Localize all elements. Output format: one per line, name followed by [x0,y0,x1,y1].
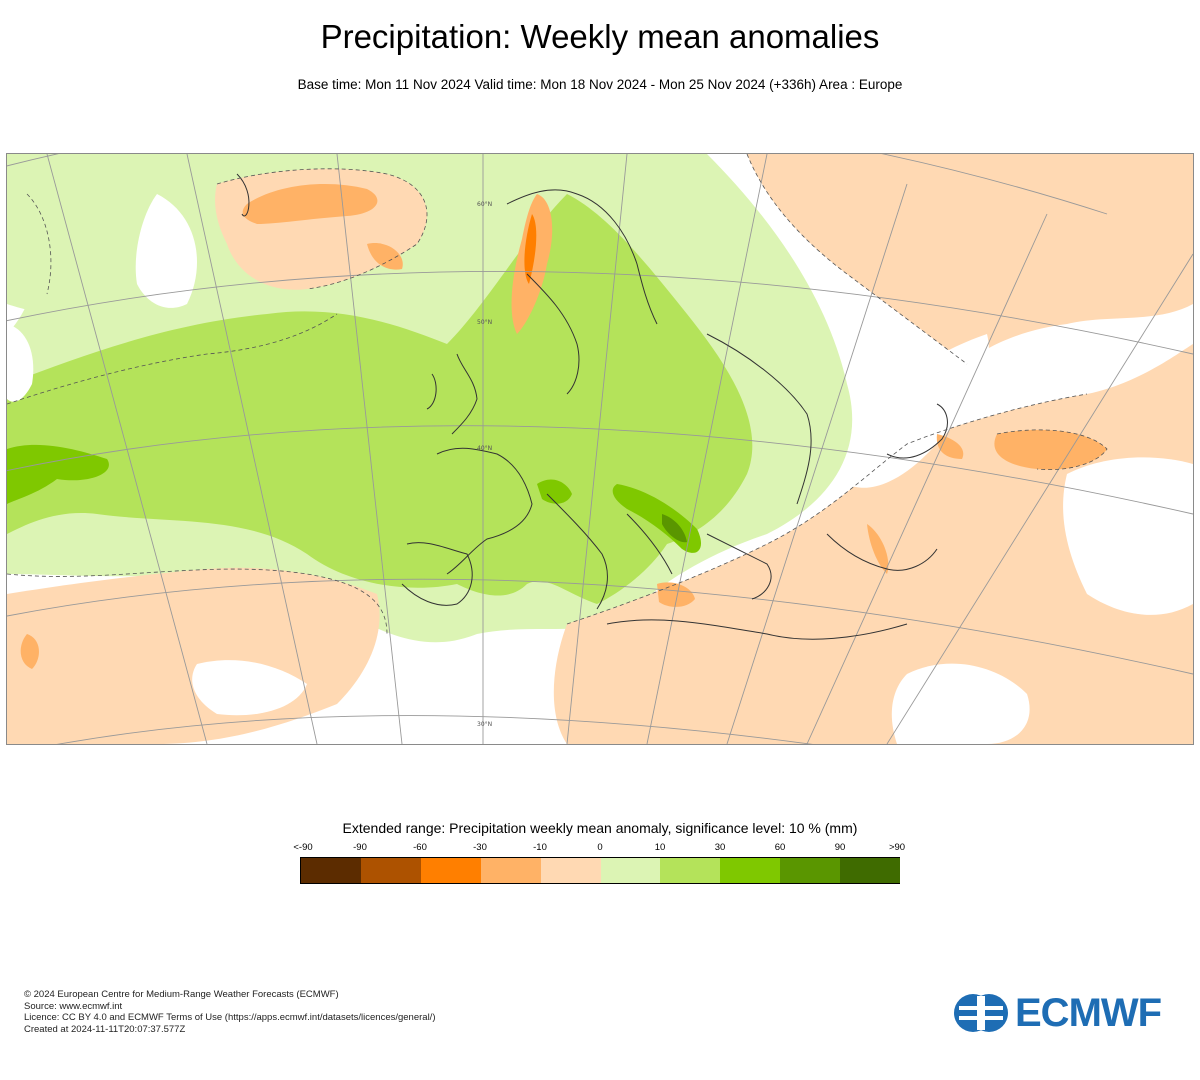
ecmwf-emblem-icon [954,994,1008,1032]
precipitation-anomaly-map: 60°N 50°N 40°N 30°N [6,153,1194,745]
map-subtitle: Base time: Mon 11 Nov 2024 Valid time: M… [297,77,903,92]
legend-tick-label: 60 [774,842,786,853]
copyright-line: © 2024 European Centre for Medium-Range … [24,989,339,1000]
legend-swatch [360,858,421,883]
legend-tick-label: <-90 [293,842,313,853]
legend-tick-label: 10 [654,842,666,853]
legend-tick-label: 30 [714,842,726,853]
legend-tick-label: -60 [413,842,427,853]
legend-swatch [420,858,481,883]
legend-swatch [840,858,901,883]
lat-label-40: 40°N [477,445,492,452]
legend-swatch [720,858,781,883]
legend-swatch [600,858,661,883]
legend-swatch [780,858,841,883]
legend-swatch [540,858,601,883]
color-legend: <-90 -90 -60 -30 -10 0 10 30 60 90 >90 [293,842,905,884]
coastlines [236,173,948,640]
significance-contours [7,154,1108,635]
map-canvas: 60°N 50°N 40°N 30°N [7,154,1193,744]
licence-line: Licence: CC BY 4.0 and ECMWF Terms of Us… [24,1012,436,1023]
ecmwf-logo: ECMWF [953,992,1181,1034]
graticule [7,154,1193,744]
legend-tick-label: 0 [597,842,603,853]
lat-label-60: 60°N [477,201,492,208]
source-line: Source: www.ecmwf.int [24,1000,123,1012]
legend-swatch [301,858,361,883]
legend-labels: <-90 -90 -60 -30 -10 0 10 30 60 90 >90 [293,842,905,856]
graticule-labels: 60°N 50°N 40°N 30°N [477,201,492,728]
ecmwf-wordmark: ECMWF [1015,991,1162,1035]
legend-title: Extended range: Precipitation weekly mea… [342,820,858,836]
legend-tick-label: -30 [473,842,487,853]
legend-tick-label: 90 [834,842,846,853]
map-title: Precipitation: Weekly mean anomalies [320,18,880,55]
legend-color-bar [300,857,901,884]
lat-label-30: 30°N [477,721,492,728]
lat-label-50: 50°N [477,319,492,326]
footer-credits: © 2024 European Centre for Medium-Range … [24,989,436,1035]
legend-tick-label: -10 [533,842,547,853]
anomaly-zone-medium-green [7,194,753,604]
legend-tick-label: >90 [888,842,906,853]
legend-swatch [660,858,721,883]
created-line: Created at 2024-11-11T20:07:37.577Z [24,1023,186,1035]
legend-tick-label: -90 [353,842,367,853]
legend-swatch [480,858,541,883]
